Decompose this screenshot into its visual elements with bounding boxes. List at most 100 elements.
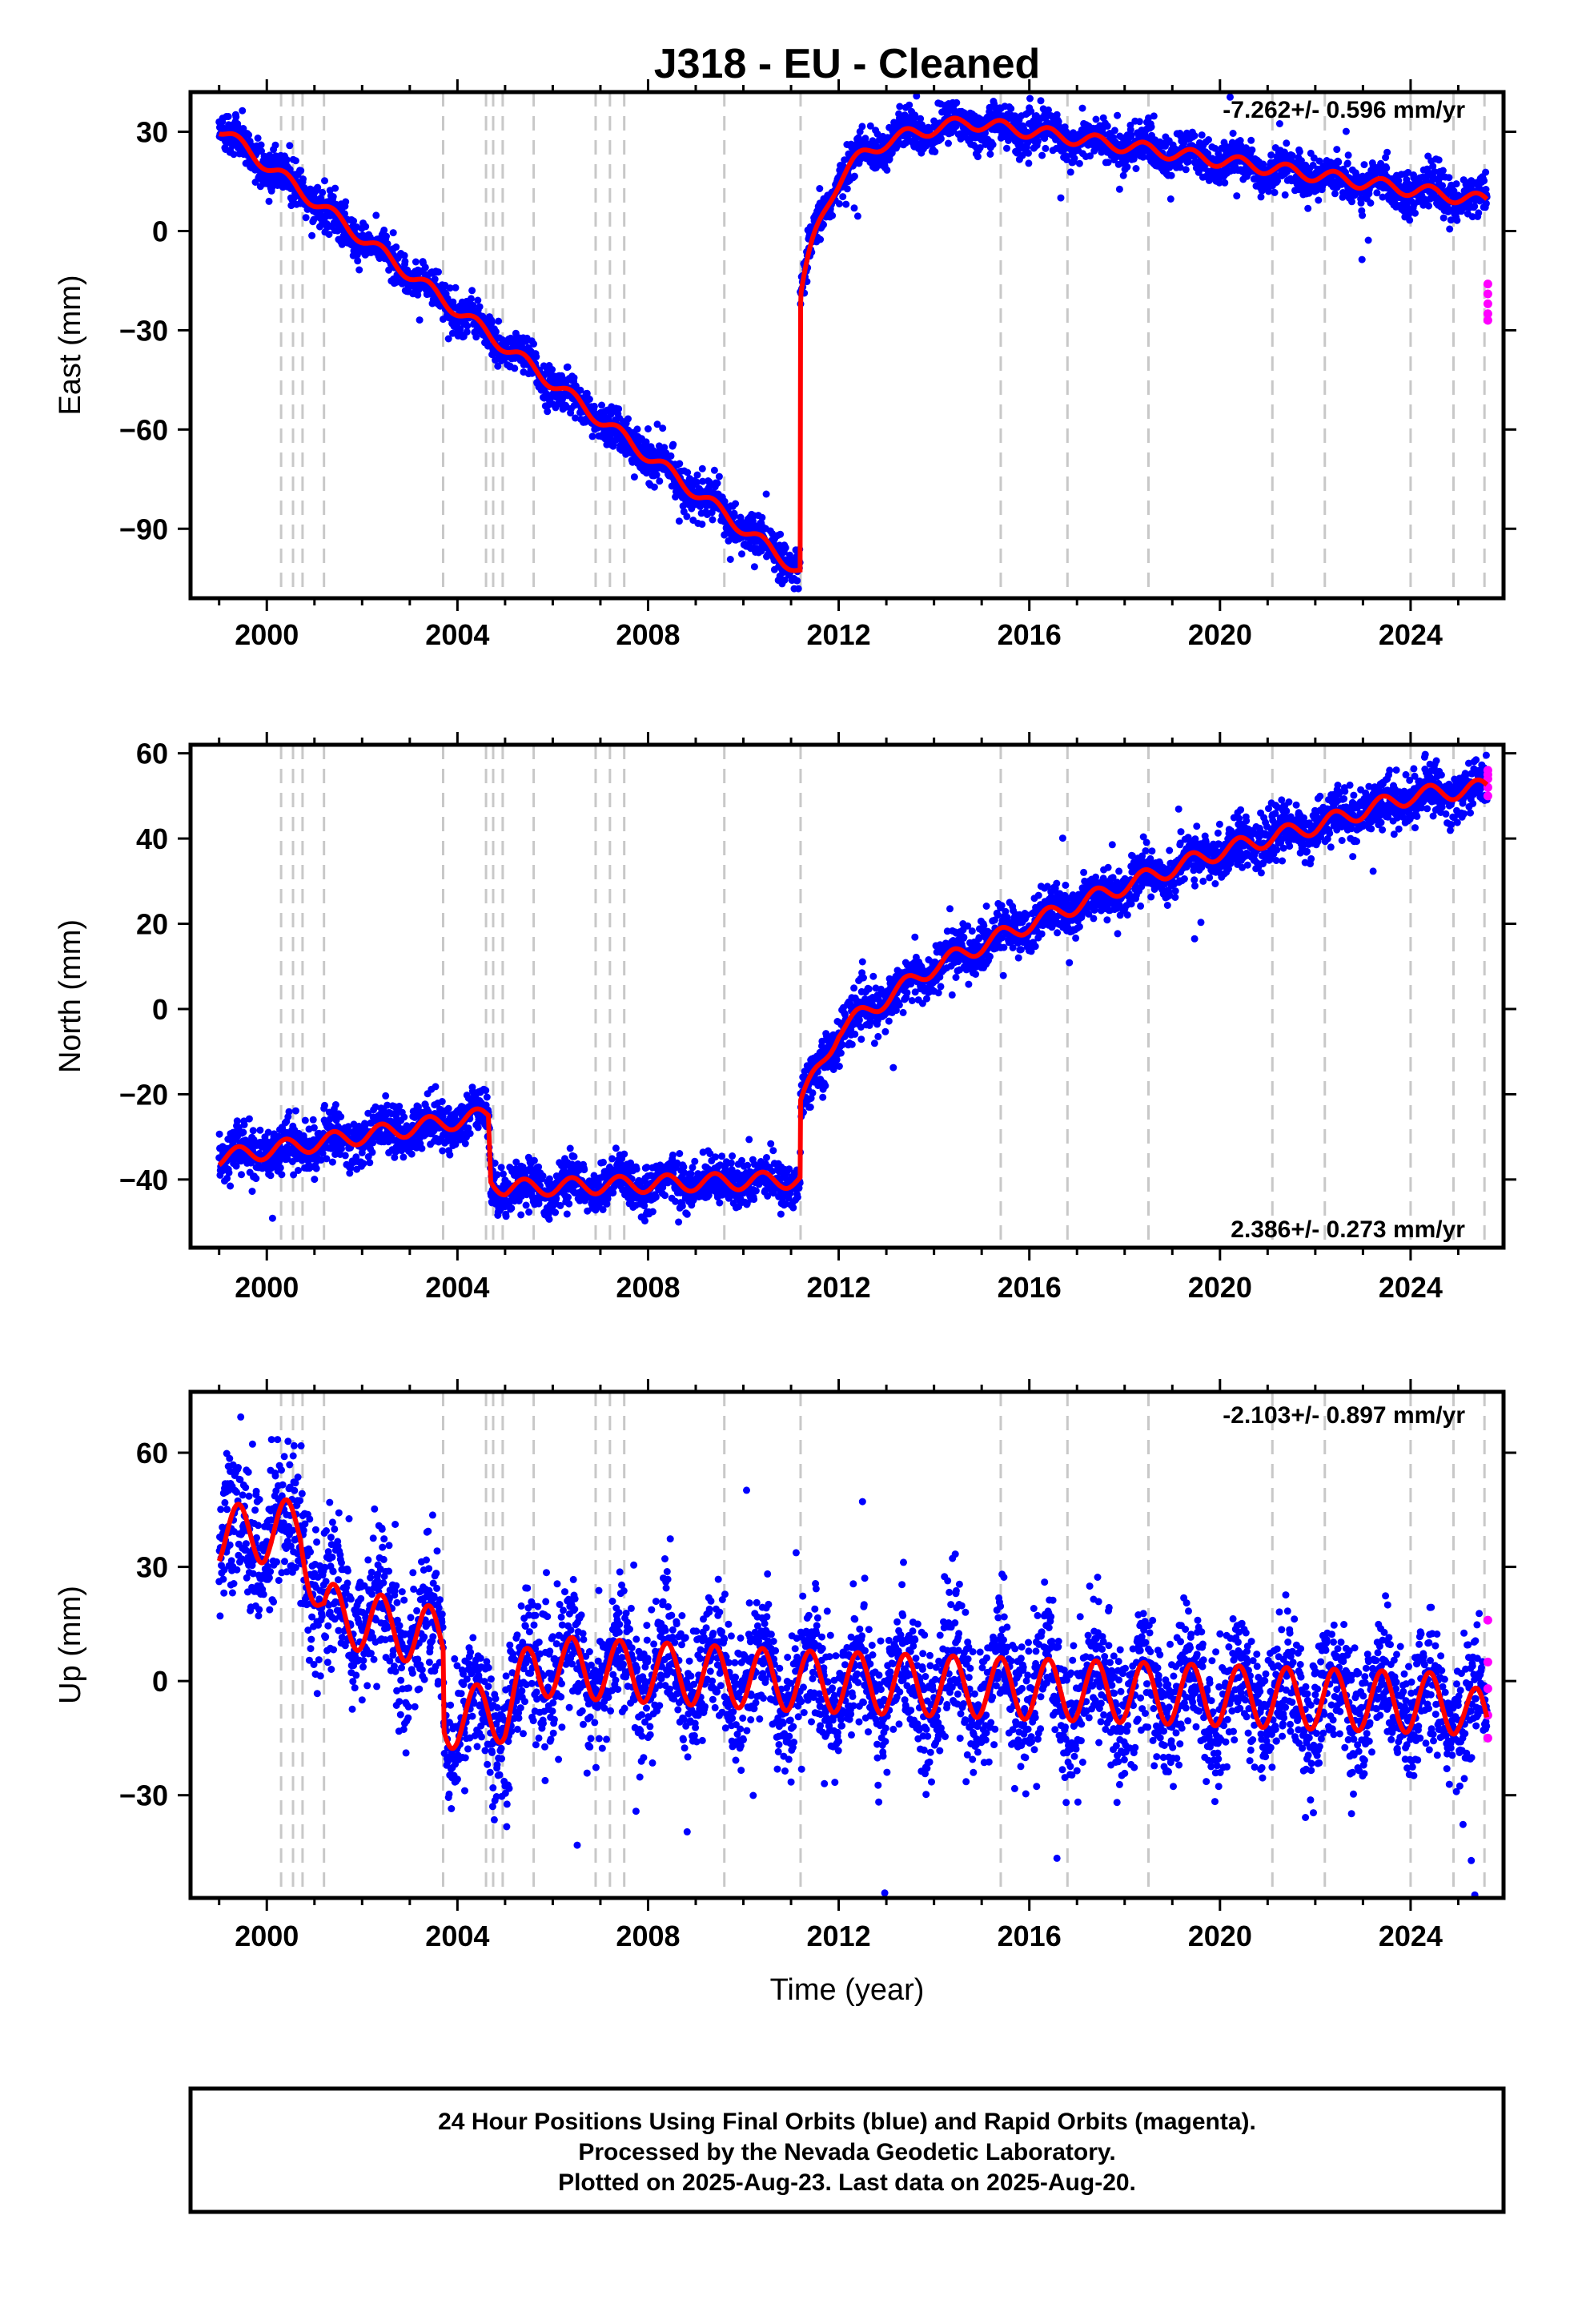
north-data-point xyxy=(328,1158,336,1166)
north-data-point xyxy=(301,1116,309,1124)
east-plot-area xyxy=(215,92,1492,598)
east-data-point xyxy=(738,550,745,558)
footer-line-2: Processed by the Nevada Geodetic Laborat… xyxy=(578,2139,1115,2165)
north-data-point xyxy=(482,1087,490,1095)
east-data-point xyxy=(1078,104,1086,112)
east-data-point xyxy=(1070,155,1078,163)
east-data-point xyxy=(781,576,789,584)
east-data-point xyxy=(1248,146,1256,154)
east-data-point xyxy=(1025,149,1032,157)
east-data-point xyxy=(1229,130,1237,137)
east-data-point xyxy=(271,141,279,149)
east-data-point xyxy=(974,153,982,161)
east-data-point xyxy=(1167,171,1175,179)
east-data-point xyxy=(842,200,850,208)
east-data-point xyxy=(1342,127,1350,135)
east-data-point xyxy=(644,425,652,432)
north-data-point xyxy=(309,1116,317,1124)
east-data-point xyxy=(325,231,333,239)
east-data-point xyxy=(699,477,707,485)
east-data-point xyxy=(232,113,240,121)
east-data-point xyxy=(1150,112,1158,120)
east-data-point xyxy=(495,317,503,325)
north-data-point xyxy=(418,1144,426,1152)
east-data-point xyxy=(1439,214,1447,222)
east-x-tick-label: 2004 xyxy=(425,618,489,651)
east-data-point xyxy=(1147,123,1155,131)
east-data-point xyxy=(732,500,740,508)
east-y-tick-label: −30 xyxy=(119,314,168,347)
east-data-point xyxy=(469,301,477,309)
east-data-point xyxy=(1283,139,1291,147)
east-data-point xyxy=(1281,191,1289,199)
east-data-point xyxy=(1425,202,1432,210)
east-data-point xyxy=(667,452,675,460)
east-data-point xyxy=(630,473,638,481)
east-data-point xyxy=(1135,118,1143,126)
east-data-point xyxy=(650,483,658,491)
north-data-point xyxy=(341,1152,349,1160)
east-data-point xyxy=(476,303,484,311)
east-data-point xyxy=(354,257,362,265)
east-data-point xyxy=(858,123,866,131)
north-data-point xyxy=(245,1115,253,1123)
east-data-point xyxy=(1257,193,1265,201)
east-data-point xyxy=(1358,255,1366,263)
east-data-point xyxy=(1026,94,1034,103)
footer-frame xyxy=(188,2086,1506,2214)
east-data-point xyxy=(287,202,295,210)
east-data-point xyxy=(265,197,273,205)
east-data-point xyxy=(986,151,994,158)
east-rapid-point-4 xyxy=(1483,316,1492,325)
east-data-point xyxy=(835,200,843,207)
east-data-point xyxy=(314,183,322,191)
east-data-point xyxy=(302,214,310,222)
north-data-point xyxy=(295,1167,302,1174)
east-data-point xyxy=(683,513,691,521)
east-data-point xyxy=(494,362,502,370)
east-data-point xyxy=(468,287,476,295)
east-data-point xyxy=(329,193,337,201)
east-data-point xyxy=(693,478,701,486)
east-data-point xyxy=(389,229,397,237)
east-y-tick-label: 30 xyxy=(136,116,168,149)
east-data-point xyxy=(661,444,669,452)
east-data-point xyxy=(1066,168,1074,176)
east-data-point xyxy=(873,130,881,138)
east-data-point xyxy=(362,223,370,231)
east-data-point xyxy=(400,251,408,259)
east-data-point xyxy=(843,185,851,193)
north-data-point xyxy=(474,1124,482,1132)
east-rate-label: -7.262+/- 0.596 mm/yr xyxy=(1223,97,1465,123)
east-data-point xyxy=(1007,105,1015,113)
east-data-point xyxy=(816,185,824,192)
north-data-point xyxy=(337,1113,345,1120)
east-data-point xyxy=(1198,131,1206,139)
east-data-point xyxy=(669,440,677,448)
east-data-point xyxy=(781,544,789,552)
east-data-point xyxy=(850,204,858,212)
east-data-point xyxy=(548,366,556,373)
east-data-point xyxy=(1445,174,1453,182)
east-data-point xyxy=(224,113,232,120)
east-data-point xyxy=(245,131,253,139)
east-data-point xyxy=(572,414,580,422)
east-data-point xyxy=(1480,177,1488,185)
east-data-point xyxy=(675,517,683,525)
east-data-point xyxy=(829,211,837,219)
east-data-point xyxy=(321,177,328,185)
east-data-point xyxy=(758,513,766,521)
east-data-point xyxy=(794,585,802,593)
east-data-point xyxy=(659,424,667,432)
north-data-point xyxy=(268,1214,276,1222)
east-data-point xyxy=(1110,127,1118,135)
north-data-point xyxy=(444,1104,452,1112)
east-data-point xyxy=(633,425,641,433)
east-data-point xyxy=(1119,171,1127,179)
east-data-point xyxy=(905,101,913,109)
east-data-point xyxy=(883,166,891,174)
east-data-point xyxy=(989,141,997,149)
north-data-point xyxy=(321,1101,328,1109)
east-y-axis-label: East (mm) xyxy=(54,275,87,415)
east-data-point xyxy=(532,353,540,360)
